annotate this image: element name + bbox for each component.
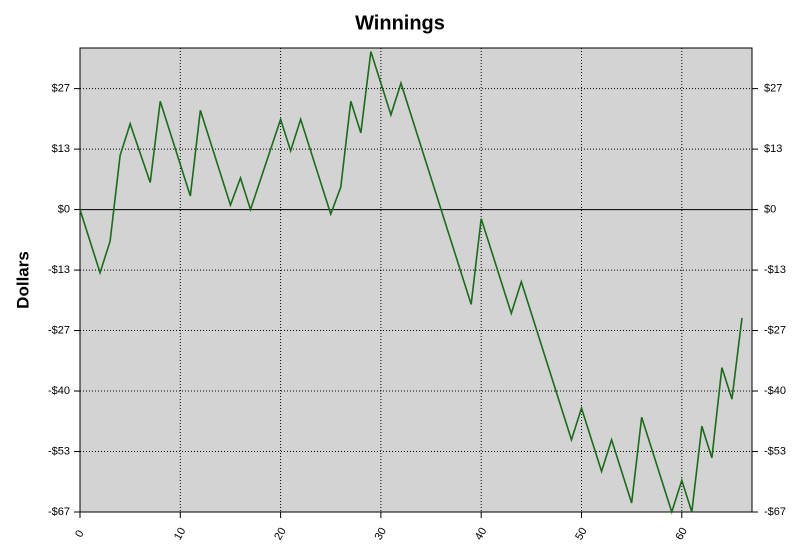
y2-tick-label: -$53 <box>764 445 786 457</box>
y-tick-label: -$13 <box>48 264 70 276</box>
line <box>79 51 743 515</box>
x-tick-label: 50 <box>573 526 590 543</box>
x-tick-label: 60 <box>673 526 690 543</box>
x-tick-label: 40 <box>473 526 490 543</box>
y2-tick-label: $27 <box>764 83 782 95</box>
x-tick-label: 20 <box>272 526 289 543</box>
x-tick-label: 30 <box>373 526 390 543</box>
y-tick-label: $27 <box>52 83 70 95</box>
y-tick-label: -$27 <box>48 324 70 336</box>
y2-tick-label: $0 <box>764 203 776 215</box>
y2-tick-label: -$27 <box>764 324 786 336</box>
y-tick-label: $13 <box>52 143 70 155</box>
y2-tick-label: -$67 <box>764 506 786 518</box>
y-tick-label: -$67 <box>48 506 70 518</box>
y2-tick-label: $13 <box>764 143 782 155</box>
y-axis-label: Dollars <box>13 251 32 309</box>
x-tick-label: 10 <box>172 526 189 543</box>
y-tick-label: -$53 <box>48 445 70 457</box>
y-tick-label: $0 <box>58 203 70 215</box>
x-tick-label: 0 <box>73 528 86 539</box>
y-tick-label: -$40 <box>48 385 70 397</box>
y2-tick-label: -$13 <box>764 264 786 276</box>
y2-tick-label: -$40 <box>764 385 786 397</box>
plot-area <box>79 47 753 513</box>
chart-title: Winnings <box>355 12 445 34</box>
